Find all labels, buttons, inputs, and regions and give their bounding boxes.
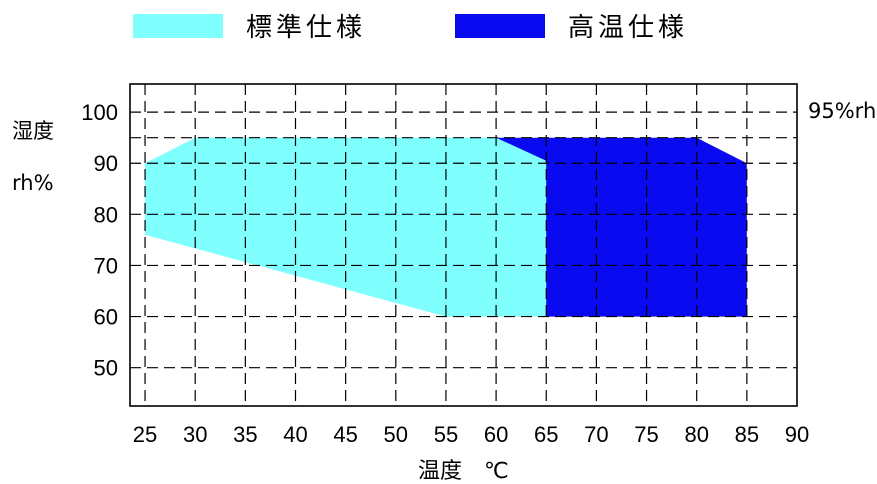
x-tick-label: 85	[735, 422, 759, 447]
legend: 標準仕様 高温仕様	[133, 13, 688, 43]
y-tick-label: 80	[94, 202, 118, 227]
legend-label-high-temp: 高温仕様	[568, 13, 688, 43]
x-tick-label: 80	[684, 422, 708, 447]
grid-lines	[130, 84, 797, 406]
y-axis-label-line2: rh%	[12, 171, 54, 195]
y-axis-ticks: 50 60 70 80 90 100	[81, 100, 118, 381]
x-tick-label: 30	[183, 422, 207, 447]
annotation-95rh: 95%rh	[808, 99, 876, 123]
x-axis-label: 温度 ℃	[418, 459, 509, 484]
x-tick-label: 75	[634, 422, 658, 447]
x-tick-label: 60	[484, 422, 508, 447]
y-axis-label-line1: 湿度	[12, 119, 54, 143]
x-tick-label: 70	[584, 422, 608, 447]
x-tick-label: 35	[233, 422, 257, 447]
legend-swatch-standard	[133, 14, 223, 38]
y-tick-label: 70	[94, 253, 118, 278]
x-tick-label: 40	[283, 422, 307, 447]
x-axis-ticks: 25 30 35 40 45 50 55 60 65 70 75 80 85 90	[133, 422, 809, 447]
y-tick-label: 60	[94, 305, 118, 330]
y-tick-label: 100	[81, 100, 118, 125]
x-tick-label: 45	[333, 422, 357, 447]
y-tick-label: 50	[94, 356, 118, 381]
x-tick-label: 90	[785, 422, 809, 447]
x-tick-label: 55	[434, 422, 458, 447]
x-tick-label: 50	[384, 422, 408, 447]
y-tick-label: 90	[94, 151, 118, 176]
plot-frame	[129, 83, 798, 407]
legend-label-standard: 標準仕様	[246, 13, 366, 43]
legend-swatch-high-temp	[455, 14, 545, 38]
x-tick-label: 65	[534, 422, 558, 447]
x-tick-label: 25	[133, 422, 157, 447]
